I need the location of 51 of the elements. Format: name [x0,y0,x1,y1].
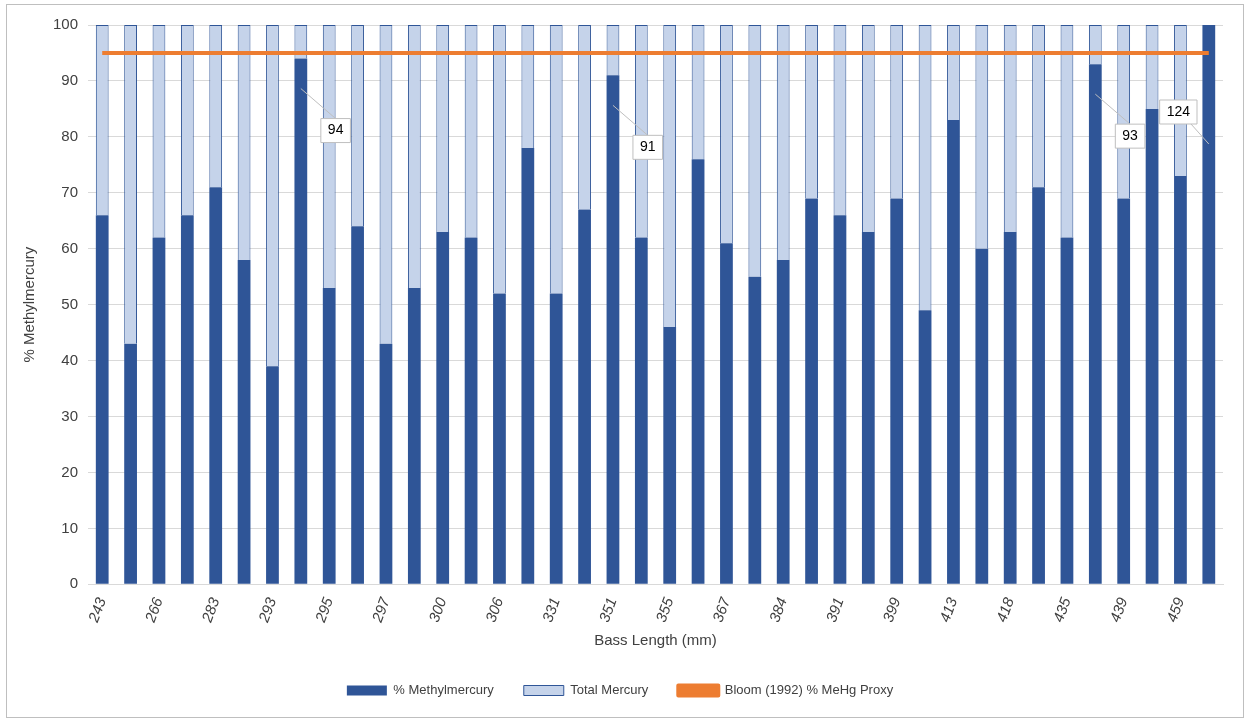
x-tick-label: 418 [992,594,1018,625]
y-tick-label: 30 [61,406,79,424]
y-tick-label: 0 [69,574,79,592]
x-tick-label: 459 [1162,594,1188,625]
x-tick-label: 355 [651,594,677,625]
bar [1202,25,1216,584]
bar [266,366,279,584]
y-tick-label: 20 [61,462,79,480]
x-tick-label: 413 [935,594,961,625]
annotation: 124 [1166,102,1191,119]
bar [578,209,591,584]
x-axis-title: Bass Length (mm) [594,631,717,649]
bar [805,198,818,584]
x-tick-label: 293 [254,594,280,626]
bar [720,243,733,584]
bar [124,343,137,584]
x-tick-label: 391 [822,595,847,625]
bar [947,120,960,584]
x-tick-label: 399 [878,594,904,625]
legend-label: Bloom (1992) % MeHg Proxy [724,682,894,698]
bar [1174,176,1187,584]
x-tick-label: 266 [140,594,166,626]
bar [351,226,364,584]
data-label: 93 [1122,127,1139,144]
data-label: 94 [327,121,344,138]
x-tick-label: 367 [708,594,734,625]
y-axis-title: % Methylmercury [20,246,38,363]
x-tick-label: 439 [1105,594,1131,625]
legend-label: Total Mercury [570,682,649,698]
x-tick-label: 306 [481,594,507,625]
data-label: 91 [639,138,656,155]
x-tick-label: 283 [197,594,223,626]
y-tick-label: 90 [61,71,79,89]
bar [493,293,506,584]
x-tick-label: 295 [311,594,337,626]
bar [1032,187,1045,584]
y-tick-label: 70 [61,182,79,200]
y-tick-label: 100 [53,15,79,33]
x-tick-label: 297 [367,594,393,626]
legend-label: % Methylmercury [393,682,495,698]
y-tick-label: 60 [61,238,79,256]
x-tick-label: 300 [424,594,450,625]
x-tick-label: 331 [538,595,563,625]
x-tick-label: 384 [765,595,790,625]
x-tick-label: 435 [1049,594,1074,625]
y-tick-label: 80 [61,127,79,145]
x-tick-label: 351 [595,595,620,625]
y-tick-label: 50 [61,294,79,312]
y-tick-label: 10 [61,518,79,536]
x-tick-label: 243 [84,594,110,626]
y-tick-label: 40 [61,350,79,368]
